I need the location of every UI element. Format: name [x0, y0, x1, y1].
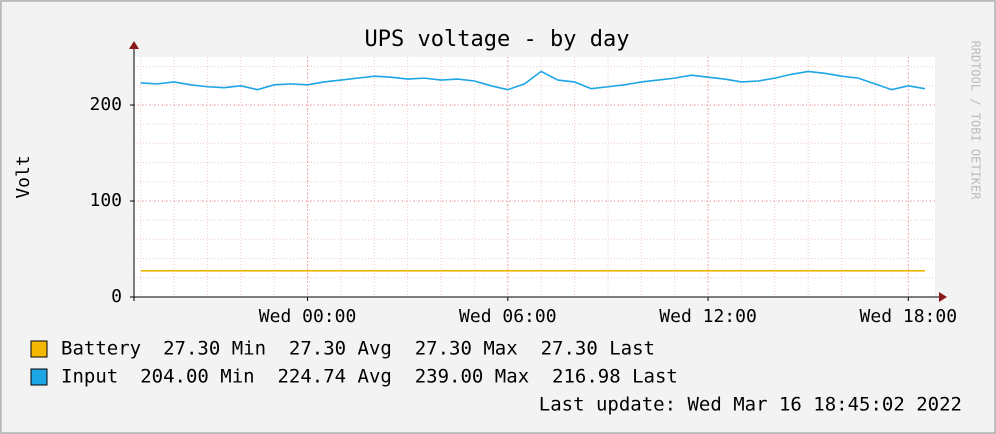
side-text: RRDTOOL / TOBI OETIKER: [969, 41, 983, 201]
x-tick-label: Wed 18:00: [860, 306, 958, 327]
y-axis-label: Volt: [13, 155, 34, 198]
y-tick-label: 200: [89, 94, 122, 115]
legend-stats: 27.30 Min 27.30 Avg 27.30 Max 27.30 Last: [163, 338, 655, 360]
axis-arrow: [129, 41, 139, 49]
footer: Last update: Wed Mar 16 18:45:02 2022: [539, 394, 962, 416]
legend-label: Battery: [61, 338, 141, 360]
legend-swatch: [30, 340, 48, 358]
legend-swatch: [30, 368, 48, 386]
series-line: [140, 70, 926, 91]
y-tick-label: 100: [89, 190, 122, 211]
x-tick-label: Wed 00:00: [259, 306, 357, 327]
legend-stats: 204.00 Min 224.74 Avg 239.00 Max 216.98 …: [140, 366, 678, 388]
axis-arrow: [939, 292, 947, 302]
x-tick-label: Wed 06:00: [459, 306, 557, 327]
plot-area: [134, 57, 935, 297]
legend-label: Input: [61, 366, 118, 388]
chart-title: UPS voltage - by day: [365, 27, 630, 52]
x-tick-label: Wed 12:00: [659, 306, 757, 327]
y-tick-label: 0: [111, 286, 122, 307]
